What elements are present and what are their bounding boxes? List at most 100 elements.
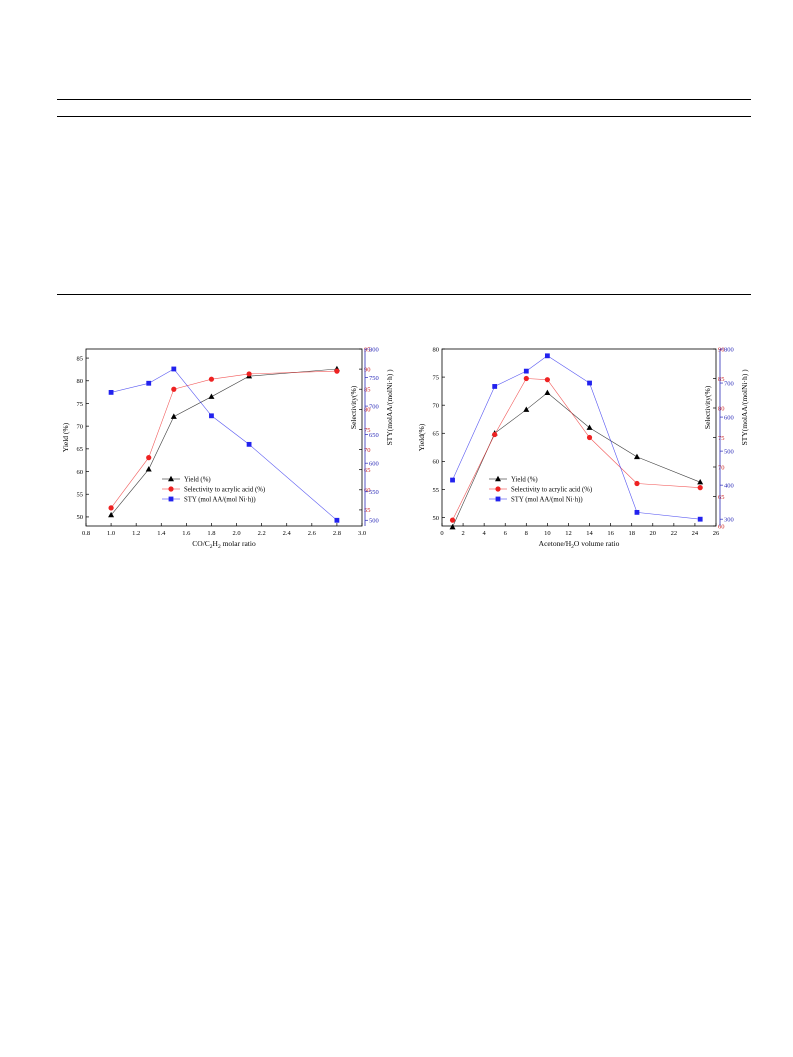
data-point-square xyxy=(108,389,114,395)
x-tick-label: 18 xyxy=(628,530,635,537)
series-circle xyxy=(449,375,703,523)
data-point-circle xyxy=(246,371,252,377)
right1-tick-label: 95 xyxy=(364,346,371,353)
right1-tick-label: 75 xyxy=(718,435,725,442)
x-tick-label: 6 xyxy=(504,530,508,537)
series-line xyxy=(452,392,701,528)
series-triangle xyxy=(108,365,340,518)
series-line xyxy=(111,368,338,521)
right2-tick-label: 300 xyxy=(724,516,734,523)
x-axis-label-part: CO/C xyxy=(192,539,210,548)
left-tick-label: 80 xyxy=(77,378,84,385)
right1-tick-label: 80 xyxy=(718,405,725,412)
right1-tick-label: 75 xyxy=(364,427,371,434)
x-tick-label: 2.2 xyxy=(258,530,266,537)
right2-tick-label: 700 xyxy=(724,380,734,387)
series-line xyxy=(110,370,337,509)
data-point-square xyxy=(544,353,550,359)
table-top-rule xyxy=(57,99,751,100)
chart-left-svg: 0.8 1.0 1.2 1.4 1.6 1.8 2.0 2.2 2.4 2.6 2.8 3.0 CO/C… xyxy=(61,346,394,550)
left-tick-label: 75 xyxy=(77,401,84,408)
x-axis-label-subscript: 2 xyxy=(218,544,221,550)
right1-tick-label: 90 xyxy=(364,366,371,373)
x-tick-label: 2.0 xyxy=(232,530,240,537)
data-point-circle xyxy=(449,517,456,523)
chart-acetone-h2o-ratio: 0 2 4 6 8 10 12 14 16 18 20 22 24 26 Acetone/H2O volum… xyxy=(416,335,752,557)
left-axis-label: Yield(%) xyxy=(417,423,426,451)
left-tick-label: 60 xyxy=(77,469,84,476)
data-point-square xyxy=(209,413,214,419)
right1-tick-label: 90 xyxy=(718,346,725,353)
x-tick-label: 1.0 xyxy=(107,530,115,537)
right2-tick-label: 750 xyxy=(369,375,379,382)
legend-marker-square xyxy=(168,496,174,502)
data-point-circle xyxy=(586,434,593,441)
legend-marker-square xyxy=(495,496,501,502)
left-tick-label: 75 xyxy=(433,374,440,381)
right2-tick-label: 600 xyxy=(724,414,734,421)
legend-entry: STY (mol AA/(mol Ni·h)) xyxy=(511,496,583,503)
x-tick-label: 14 xyxy=(586,530,593,537)
data-point-circle xyxy=(208,376,215,382)
legend-entry: Yield (%) xyxy=(511,476,538,483)
data-point-square xyxy=(697,516,703,522)
x-tick-label: 8 xyxy=(525,530,528,537)
data-point-triangle xyxy=(544,389,551,396)
data-point-square xyxy=(246,441,252,447)
x-tick-label: 20 xyxy=(650,530,657,537)
data-point-square xyxy=(334,517,340,523)
legend-entry: Selectivity to acrylic acid (%) xyxy=(184,486,265,493)
data-point-square xyxy=(587,380,592,386)
left-tick-label: 80 xyxy=(433,346,440,353)
legend-marker-triangle xyxy=(495,475,501,482)
right1-tick-label: 85 xyxy=(718,376,725,383)
x-axis-label-subscript: 2 xyxy=(571,544,574,550)
x-axis-label: Acetone/H2O volume ratio xyxy=(539,539,620,550)
legend: Yield (%) Selectivity to acrylic acid (%)… xyxy=(162,475,265,503)
x-tick-label: 16 xyxy=(607,530,614,537)
right2-tick-label: 800 xyxy=(369,346,379,353)
right2-tick-label: 500 xyxy=(724,448,734,455)
left-tick-label: 60 xyxy=(433,459,440,466)
left-axis-label: Yield (%) xyxy=(61,422,70,452)
right2-tick-label: 650 xyxy=(369,432,379,439)
x-axis-label-subscript: 2 xyxy=(210,544,213,550)
left-tick-label: 50 xyxy=(77,514,84,521)
series-line xyxy=(110,368,337,516)
right1-tick-label: 55 xyxy=(364,507,371,514)
x-axis-label-part: H xyxy=(213,539,219,548)
right1-axis-label: Selectivity(%) xyxy=(349,385,358,429)
legend: Yield (%) Selectivity to acrylic acid (%)… xyxy=(489,475,592,503)
series-line xyxy=(452,355,701,520)
x-tick-label: 4 xyxy=(483,530,487,537)
x-tick-label: 2.4 xyxy=(283,530,292,537)
data-point-triangle xyxy=(108,511,115,518)
chart-co-c2h2-ratio: 0.8 1.0 1.2 1.4 1.6 1.8 2.0 2.2 2.4 2.6 2.8 3.0 CO/C… xyxy=(52,335,394,557)
legend-entry: STY (mol AA/(mol Ni·h)) xyxy=(184,496,256,503)
right2-axis-label: STY(molAA/(molNi·h) ) xyxy=(740,369,749,446)
data-point-circle xyxy=(634,480,640,487)
x-tick-label: 2.6 xyxy=(308,530,317,537)
right1-tick-label: 60 xyxy=(364,487,371,494)
plot-frame xyxy=(85,348,363,527)
data-point-square xyxy=(634,509,640,515)
data-point-circle xyxy=(171,386,177,392)
data-point-square xyxy=(523,368,529,374)
x-tick-label: 0.8 xyxy=(82,530,90,537)
legend-marker-triangle xyxy=(168,475,174,482)
x-tick-label: 3.0 xyxy=(358,530,366,537)
x-tick-label: 2 xyxy=(461,530,464,537)
left-tick-label: 70 xyxy=(77,423,84,430)
x-tick-label: 12 xyxy=(565,530,572,537)
x-tick-label: 1.2 xyxy=(132,530,140,537)
x-axis-label-part: O volume ratio xyxy=(574,539,620,548)
right2-tick-label: 400 xyxy=(724,482,734,489)
right1-tick-label: 70 xyxy=(718,464,725,471)
x-tick-label: 1.4 xyxy=(157,530,166,537)
table-header-rule xyxy=(57,116,751,117)
data-point-triangle xyxy=(697,478,704,485)
legend-entry: Yield (%) xyxy=(184,476,211,483)
x-axis-label-part: molar ratio xyxy=(221,539,256,548)
data-point-circle xyxy=(334,368,340,374)
legend-entry: Selectivity to acrylic acid (%) xyxy=(511,486,592,493)
